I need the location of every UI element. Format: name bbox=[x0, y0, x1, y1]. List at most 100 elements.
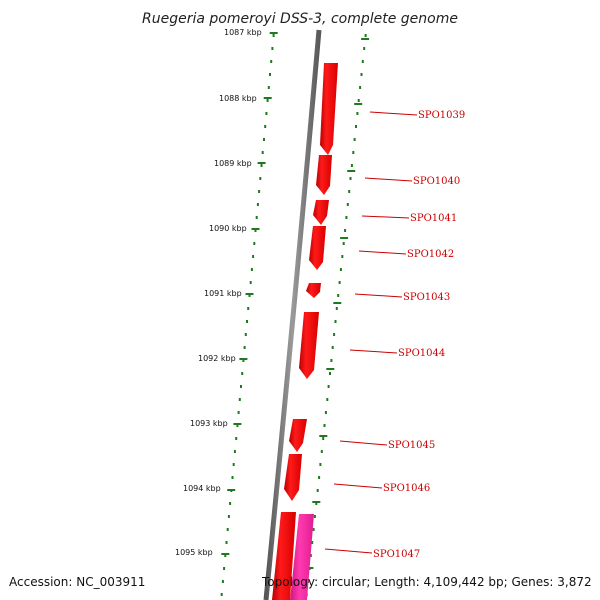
inner-scale-minor-tick bbox=[236, 424, 239, 427]
inner-scale-minor-tick bbox=[237, 411, 240, 414]
inner-scale-minor-tick bbox=[271, 47, 274, 50]
inner-scale-minor-tick bbox=[272, 34, 275, 37]
gene-label-spo1047[interactable]: SPO1047 bbox=[373, 549, 420, 560]
outer-scale-minor-tick bbox=[335, 307, 338, 310]
outer-scale-minor-tick bbox=[316, 489, 319, 492]
outer-scale-major-tick bbox=[319, 435, 328, 437]
outer-scale-minor-tick bbox=[333, 333, 336, 336]
outer-scale-minor-tick bbox=[324, 411, 327, 414]
inner-scale-minor-tick bbox=[238, 398, 241, 401]
outer-scale-minor-tick bbox=[318, 476, 321, 479]
inner-scale-minor-tick bbox=[224, 554, 227, 557]
gene-arrow-spo1043[interactable] bbox=[306, 283, 321, 298]
scale-label-1090: 1090 kbp bbox=[209, 224, 247, 233]
inner-scale-minor-tick bbox=[253, 242, 256, 245]
outer-scale-minor-tick bbox=[357, 99, 360, 102]
outer-scale-minor-tick bbox=[315, 502, 318, 505]
gene-arrow-spo1042[interactable] bbox=[309, 226, 326, 270]
scale-labels: 1087 kbp 1088 kbp 1089 kbp 1090 kbp 1091… bbox=[175, 28, 262, 557]
leader-line-spo1045 bbox=[339, 440, 388, 446]
inner-scale-minor-tick bbox=[220, 593, 223, 596]
inner-scale-minor-tick bbox=[242, 359, 245, 362]
gene-arrow-spo1047-highlight[interactable] bbox=[290, 514, 314, 600]
gene-label-spo1043[interactable]: SPO1043 bbox=[403, 292, 450, 303]
gene-arrow-spo1040[interactable] bbox=[316, 155, 332, 195]
gene-arrow-spo1039[interactable] bbox=[320, 63, 338, 155]
gene-label-spo1046[interactable]: SPO1046 bbox=[383, 483, 430, 494]
inner-scale-major-tick bbox=[221, 553, 230, 555]
inner-scale-minor-tick bbox=[265, 112, 268, 115]
inner-scale-minor-tick bbox=[223, 567, 226, 570]
gene-arrow-spo1045[interactable] bbox=[289, 419, 307, 452]
inner-scale-minor-tick bbox=[241, 372, 244, 375]
leader-line-spo1042 bbox=[358, 250, 407, 255]
leader-line-spo1044 bbox=[349, 349, 398, 354]
gene-label-spo1045[interactable]: SPO1045 bbox=[388, 440, 435, 451]
outer-scale-minor-tick bbox=[353, 138, 356, 141]
outer-scale-minor-tick bbox=[352, 151, 355, 154]
scale-label-1095: 1095 kbp bbox=[175, 548, 213, 557]
outer-scale-minor-tick bbox=[338, 281, 341, 284]
outer-scale-minor-tick bbox=[311, 541, 314, 544]
gene-arrow-spo1047[interactable] bbox=[272, 512, 296, 600]
inner-scale-minor-tick bbox=[225, 541, 228, 544]
leader-line-spo1046 bbox=[333, 483, 383, 489]
inner-scale-minor-tick bbox=[261, 151, 264, 154]
outer-scale-minor-tick bbox=[339, 268, 342, 271]
inner-scale-minor-tick bbox=[269, 73, 271, 76]
inner-scale-minor-tick bbox=[255, 216, 258, 219]
outer-scale-minor-tick bbox=[359, 86, 362, 89]
gene-label-spo1044[interactable]: SPO1044 bbox=[398, 348, 445, 359]
inner-scale-minor-tick bbox=[227, 515, 230, 518]
gene-label-spo1042[interactable]: SPO1042 bbox=[407, 249, 454, 260]
gene-label-spo1041[interactable]: SPO1041 bbox=[410, 213, 457, 224]
inner-scale-minor-tick bbox=[254, 229, 257, 232]
inner-scale-minor-tick bbox=[249, 281, 252, 284]
gene-arrow-spo1046[interactable] bbox=[284, 454, 302, 501]
outer-scale-minor-tick bbox=[349, 177, 352, 180]
outer-scale-major-tick bbox=[312, 501, 321, 503]
inner-scale-minor-tick bbox=[250, 268, 253, 271]
outer-scale-minor-tick bbox=[326, 398, 329, 401]
inner-scale-minor-tick bbox=[233, 450, 236, 453]
outer-scale-minor-tick bbox=[337, 294, 340, 297]
gene-label-spo1039[interactable]: SPO1039 bbox=[418, 110, 465, 121]
inner-scale-minor-tick bbox=[264, 125, 267, 128]
inner-scale-minor-tick bbox=[244, 333, 247, 336]
outer-scale-major-tick bbox=[361, 38, 370, 40]
scale-label-1087: 1087 kbp bbox=[224, 28, 262, 37]
outer-scale-minor-tick bbox=[361, 60, 364, 63]
outer-scale-major-tick bbox=[333, 302, 342, 304]
outer-scale-major-tick bbox=[340, 237, 349, 239]
outer-scale-minor-tick bbox=[341, 255, 344, 258]
outer-scale-minor-tick bbox=[334, 320, 337, 323]
gene-features bbox=[272, 63, 338, 600]
inner-scale-minor-tick bbox=[231, 476, 234, 479]
gene-arrow-spo1041[interactable] bbox=[313, 200, 329, 225]
outer-scale-minor-tick bbox=[350, 164, 353, 167]
scale-label-1091: 1091 kbp bbox=[204, 289, 242, 298]
genome-backbone bbox=[263, 29, 322, 600]
inner-scale-minor-tick bbox=[221, 580, 224, 583]
leader-line-spo1039 bbox=[369, 111, 418, 116]
gene-label-spo1040[interactable]: SPO1040 bbox=[413, 176, 460, 187]
inner-scale-minor-tick bbox=[260, 164, 263, 167]
accession-text: Accession: NC_003911 bbox=[9, 575, 145, 589]
outer-scale-minor-tick bbox=[364, 34, 367, 37]
outer-scale-minor-tick bbox=[312, 528, 315, 531]
inner-scale-major-tick bbox=[257, 162, 266, 164]
inner-scale-minor-tick bbox=[246, 320, 248, 323]
outer-scale-major-tick bbox=[354, 103, 363, 105]
inner-scale-ticks bbox=[220, 32, 278, 596]
outer-scale-minor-tick bbox=[309, 554, 312, 557]
leader-line-spo1043 bbox=[354, 293, 403, 298]
inner-scale-minor-tick bbox=[229, 502, 232, 505]
inner-scale-minor-tick bbox=[256, 203, 259, 206]
outer-scale-minor-tick bbox=[363, 47, 366, 50]
inner-scale-major-tick bbox=[239, 358, 248, 360]
inner-scale-major-tick bbox=[263, 97, 272, 99]
inner-scale-major-tick bbox=[251, 228, 260, 230]
outer-scale-minor-tick bbox=[342, 242, 345, 245]
gene-arrow-spo1044[interactable] bbox=[299, 312, 319, 379]
outer-scale-minor-tick bbox=[319, 463, 322, 466]
